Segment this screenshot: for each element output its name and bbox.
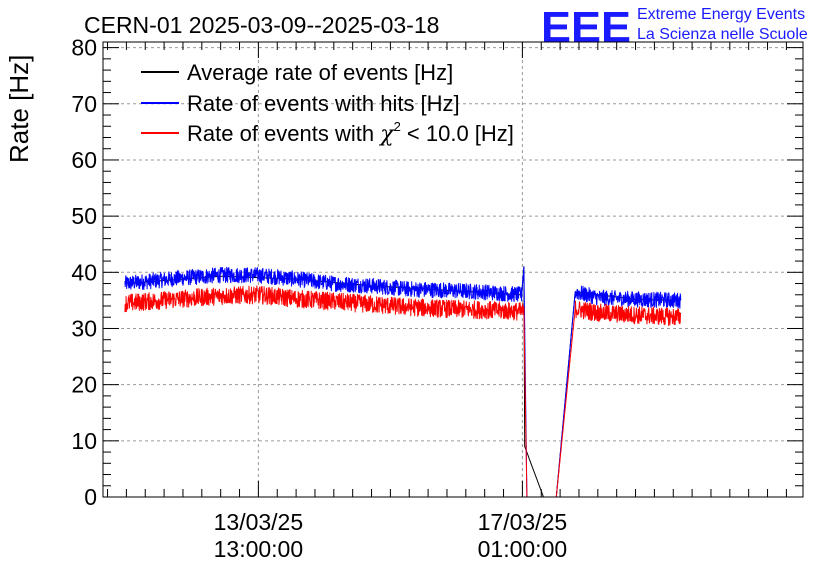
- y-axis-title: Rate [Hz]: [4, 55, 34, 163]
- axis-ticks: [103, 42, 803, 498]
- y-tick-labels: 0 10 20 30 40 50 60 70 80: [71, 35, 97, 510]
- legend-label-chi2: Rate of events with χ2 < 10.0 [Hz]: [187, 119, 514, 147]
- legend-label-average: Average rate of events [Hz]: [187, 60, 453, 85]
- x-tick-label-date-1: 17/03/25: [478, 509, 568, 535]
- data-series: [124, 266, 682, 498]
- legend-label-hits: Rate of events with hits [Hz]: [187, 91, 460, 116]
- plot-frame: [102, 41, 804, 498]
- x-tick-label-date-0: 13/03/25: [214, 509, 304, 535]
- y-tick-label-0: 0: [84, 484, 97, 510]
- series-line-hits: [124, 266, 682, 498]
- x-tick-label-time-1: 01:00:00: [478, 536, 568, 562]
- y-tick-label-60: 60: [71, 147, 97, 173]
- y-tick-label-10: 10: [71, 428, 97, 454]
- y-tick-label-80: 80: [71, 35, 97, 61]
- logo-line-1: Extreme Energy Events: [637, 6, 805, 23]
- logo-line-2: La Scienza nelle Scuole: [637, 26, 808, 43]
- y-tick-label-70: 70: [71, 91, 97, 117]
- eee-logo: EEE: [541, 3, 631, 52]
- x-tick-label-time-0: 13:00:00: [214, 536, 304, 562]
- chart-title: CERN-01 2025-03-09--2025-03-18: [84, 12, 439, 38]
- series-line-chi2: [124, 285, 682, 498]
- grid-lines: [103, 42, 803, 497]
- y-tick-label-40: 40: [71, 259, 97, 285]
- y-tick-label-50: 50: [71, 203, 97, 229]
- legend: Average rate of events [Hz] Rate of even…: [141, 60, 514, 147]
- y-tick-label-30: 30: [71, 315, 97, 341]
- y-tick-label-20: 20: [71, 372, 97, 398]
